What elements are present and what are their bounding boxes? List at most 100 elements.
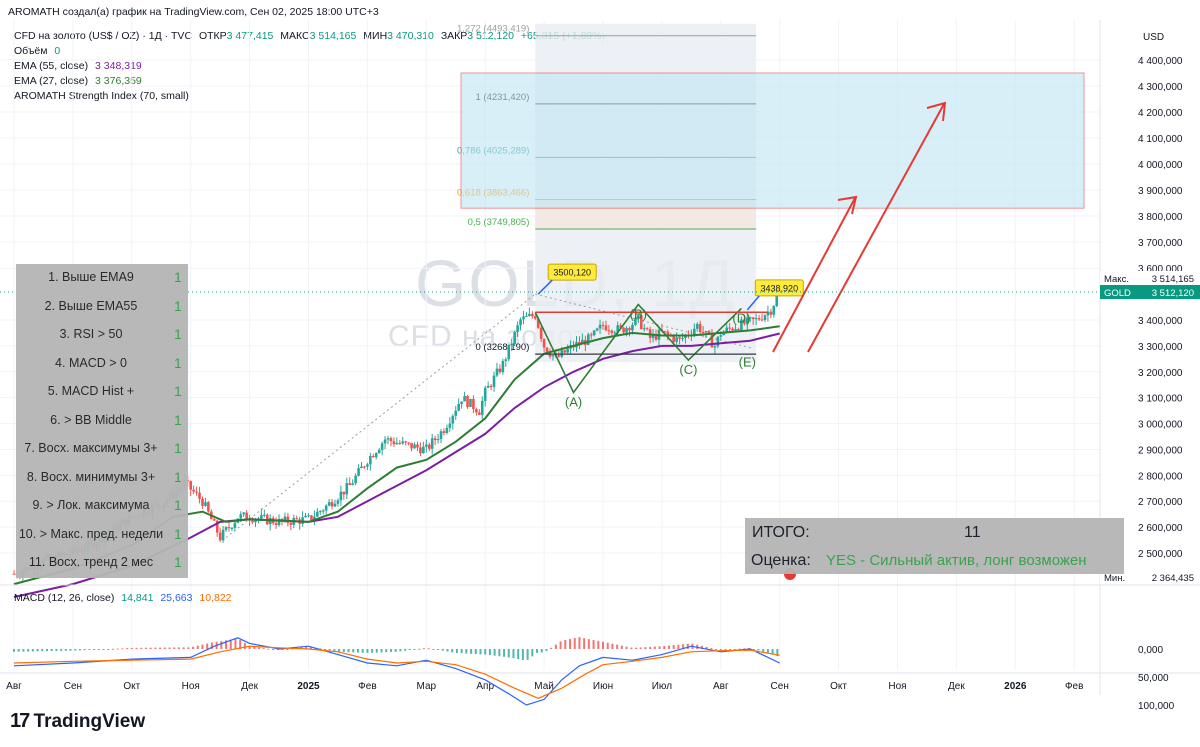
macd-histogram-bar bbox=[663, 645, 666, 649]
total-label: ИТОГО: bbox=[752, 524, 810, 541]
candle-body bbox=[442, 431, 446, 433]
candle-body bbox=[289, 522, 293, 525]
candle-body bbox=[763, 315, 767, 320]
ema27-legend[interactable]: EMA (27, close) 3 376,359 bbox=[14, 75, 142, 87]
macd-histogram-bar bbox=[616, 644, 619, 649]
candle-body bbox=[445, 427, 449, 433]
candle-body bbox=[642, 328, 646, 330]
time-axis-tick: Окт bbox=[830, 681, 847, 692]
macd-histogram-bar bbox=[743, 648, 746, 650]
ema55-line bbox=[13, 332, 780, 598]
candle-body bbox=[333, 503, 337, 507]
candle-body bbox=[463, 396, 466, 402]
macd-legend[interactable]: MACD (12, 26, close) 14,841 25,663 10,82… bbox=[14, 592, 232, 604]
ema55-legend[interactable]: EMA (55, close) 3 348,319 bbox=[14, 60, 142, 72]
macd-histogram-bar bbox=[328, 649, 331, 651]
candle-body bbox=[313, 516, 316, 520]
candle-body bbox=[533, 316, 537, 319]
macd-histogram-bar bbox=[253, 646, 256, 649]
candle-body bbox=[704, 331, 708, 333]
price-axis-tick: 4 000,000 bbox=[1138, 160, 1183, 171]
checklist-panel: 1. Выше EMA9 1 2. Выше EMA55 1 3. RSI > 50 1 4… bbox=[16, 264, 188, 578]
checklist-text: 4. MACD > 0 bbox=[55, 355, 127, 370]
macd-histogram-bar bbox=[36, 649, 39, 652]
candle-body bbox=[607, 330, 611, 332]
candle-body bbox=[336, 500, 340, 504]
macd-histogram-bar bbox=[408, 649, 411, 651]
candle-body bbox=[589, 334, 593, 336]
price-callout-pointer bbox=[746, 295, 760, 311]
candle-body bbox=[366, 464, 369, 467]
candle-body bbox=[775, 295, 779, 307]
published-line: AROMATH создал(а) график на TradingView.… bbox=[8, 6, 379, 18]
open-label: ОТКР bbox=[198, 30, 227, 42]
macd-histogram-bar bbox=[64, 649, 67, 651]
price-axis-tick: 3 300,000 bbox=[1138, 342, 1183, 353]
candle-body bbox=[728, 327, 731, 329]
macd-histogram-bar bbox=[587, 639, 590, 649]
strength-legend[interactable]: AROMATH Strength Index (70, small) bbox=[14, 90, 189, 102]
candle-body bbox=[651, 334, 655, 339]
macd-histogram-bar bbox=[375, 649, 378, 653]
checklist-row: 10. > Макс. пред. недели 1 bbox=[16, 521, 188, 549]
checklist-value: 1 bbox=[174, 468, 182, 485]
macd-histogram-bar bbox=[239, 639, 242, 649]
rating-value: YES - Сильный актив, лонг возможен bbox=[826, 552, 1087, 569]
candle-body bbox=[457, 403, 460, 411]
macd-histogram-bar bbox=[498, 649, 501, 657]
candle-body bbox=[404, 441, 407, 443]
candle-body bbox=[212, 519, 216, 521]
volume-legend[interactable]: Объём 0 bbox=[14, 45, 60, 57]
macd-histogram-bar bbox=[97, 649, 100, 650]
candle-body bbox=[525, 315, 528, 317]
candle-body bbox=[754, 318, 758, 320]
macd-histogram-bar bbox=[342, 649, 345, 653]
candle-body bbox=[760, 319, 764, 321]
symbol-title: CFD на золото (US$ / OZ) · 1Д · TVC bbox=[14, 30, 193, 42]
candle-body bbox=[410, 442, 413, 449]
tradingview-logo[interactable]: 17 TradingView bbox=[10, 710, 145, 733]
time-axis-tick: Ноя bbox=[182, 681, 200, 692]
candle-body bbox=[316, 511, 319, 517]
macd-histogram-bar bbox=[597, 640, 600, 649]
candle-body bbox=[363, 466, 366, 468]
macd-histogram-bar bbox=[451, 649, 454, 653]
candle-body bbox=[245, 512, 248, 520]
macd-histogram-bar bbox=[634, 647, 637, 649]
candle-body bbox=[342, 491, 346, 495]
candle-body bbox=[239, 514, 243, 519]
macd-histogram-bar bbox=[234, 638, 237, 649]
macd-histogram-bar bbox=[752, 648, 755, 650]
macd-histogram-bar bbox=[564, 639, 567, 649]
checklist-value: 1 bbox=[174, 440, 182, 456]
candle-body bbox=[233, 522, 237, 528]
macd-histogram-bar bbox=[13, 649, 15, 652]
candle-body bbox=[448, 423, 452, 428]
candle-body bbox=[419, 447, 422, 454]
candle-body bbox=[639, 315, 643, 329]
macd-histogram-bar bbox=[116, 648, 119, 650]
volume-label: Объём bbox=[14, 45, 48, 57]
macd-histogram-bar bbox=[281, 649, 284, 650]
macd-histogram-bar bbox=[748, 647, 751, 649]
macd-histogram-bar bbox=[479, 649, 482, 655]
candle-body bbox=[610, 330, 614, 333]
checklist-text: 9. > Лок. максимума bbox=[32, 498, 150, 512]
macd-histogram-bar bbox=[729, 649, 732, 650]
macd-histogram-bar bbox=[154, 647, 157, 649]
max-price-tag-value: 3 514,165 bbox=[1152, 274, 1194, 285]
checklist-value: 1 bbox=[174, 554, 182, 570]
price-axis-tick: 4 200,000 bbox=[1138, 108, 1183, 119]
checklist-text: 10. > Макс. пред. недели bbox=[18, 526, 164, 541]
candle-body bbox=[672, 336, 675, 342]
macd-histogram-bar bbox=[144, 647, 147, 649]
candle-body bbox=[531, 313, 534, 317]
macd-hist-value: 14,841 bbox=[121, 592, 154, 604]
candle-body bbox=[519, 319, 522, 326]
time-axis-tick: Май bbox=[534, 681, 554, 692]
checklist-value: 1 bbox=[174, 497, 182, 513]
price-axis-tick: 3 000,000 bbox=[1138, 420, 1183, 431]
candle-body bbox=[369, 456, 372, 465]
macd-histogram-bar bbox=[83, 649, 86, 651]
